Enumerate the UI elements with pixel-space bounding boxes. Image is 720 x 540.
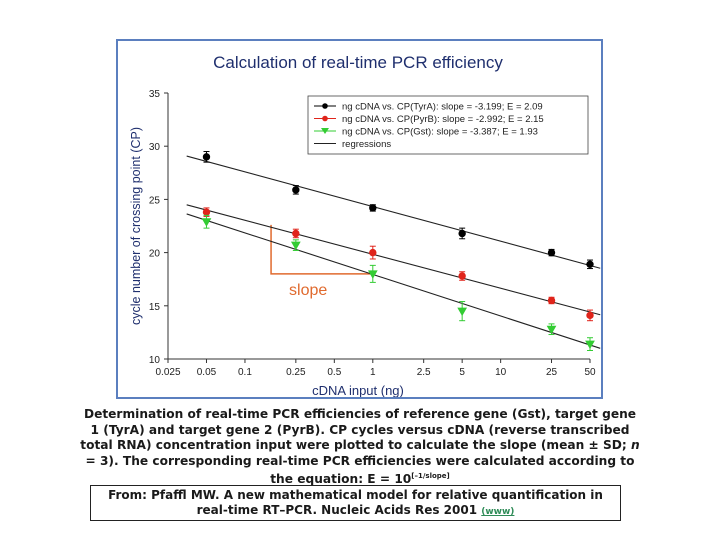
- x-tick-label: 0.1: [238, 367, 252, 378]
- legend-marker: [322, 103, 328, 109]
- regression-line-2: [186, 204, 601, 316]
- citation-box: From: Pfaffl MW. A new mathematical mode…: [90, 485, 621, 521]
- y-tick-label: 35: [149, 89, 161, 100]
- data-point-series-1: [547, 248, 556, 257]
- chart-title: Calculation of real-time PCR efficiency: [213, 53, 503, 72]
- y-tick-label: 25: [149, 195, 161, 206]
- citation-text: From: Pfaffl MW. A new mathematical mode…: [108, 488, 603, 517]
- x-tick-label: 10: [495, 367, 507, 378]
- data-point-series-3: [290, 241, 301, 251]
- legend-entry: ng cDNA vs. CP(PyrB): slope = -2.992; E …: [342, 114, 544, 125]
- x-tick-label: 0.25: [286, 367, 306, 378]
- legend-box: [307, 95, 589, 155]
- data-point-series-3: [585, 340, 595, 350]
- data-point-series-2: [202, 208, 211, 216]
- legend-entry: ng cDNA vs. CP(Gst): slope = -3.387; E =…: [342, 127, 538, 138]
- data-point-series-1: [458, 229, 466, 238]
- x-tick-label: 25: [546, 367, 558, 378]
- data-point-series-3: [457, 307, 468, 317]
- data-point-series-2: [369, 248, 377, 257]
- legend-marker: [322, 115, 328, 122]
- data-point-series-3: [546, 325, 557, 335]
- data-point-series-2: [458, 272, 466, 280]
- slope-annotation: slope: [289, 282, 327, 299]
- figure-caption: Determination of real-time PCR efficienc…: [80, 407, 640, 488]
- data-point-series-2: [547, 296, 556, 305]
- x-tick-label: 0.05: [197, 367, 217, 378]
- pcr-efficiency-chart: Calculation of real-time PCR efficiency 1…: [129, 53, 601, 397]
- x-tick-label: 1: [370, 367, 376, 378]
- y-tick-label: 20: [149, 249, 161, 260]
- x-tick-label: 0.025: [155, 367, 180, 378]
- data-point-series-1: [202, 153, 211, 161]
- y-axis-label: cycle number of crossing point (CP): [129, 127, 143, 325]
- citation-link[interactable]: (www): [481, 507, 515, 517]
- slope-triangle: [270, 224, 373, 275]
- regression-line-3: [186, 213, 601, 349]
- y-tick-label: 30: [149, 142, 161, 153]
- data-point-series-1: [292, 186, 300, 194]
- y-tick-label: 15: [149, 302, 161, 313]
- caption-exponent: [–1/slope]: [411, 472, 450, 480]
- caption-n: n: [631, 438, 640, 452]
- regression-line-1: [186, 155, 601, 269]
- caption-text-2: = 3). The corresponding real-time PCR ef…: [85, 453, 635, 487]
- legend-entry: ng cDNA vs. CP(TyrA): slope = -3.199; E …: [342, 102, 543, 113]
- legend-marker: [321, 128, 329, 134]
- figure-frame: Calculation of real-time PCR efficiency 1…: [116, 39, 603, 399]
- x-tick-label: 50: [584, 367, 596, 378]
- caption-text: Determination of real-time PCR efficienc…: [80, 407, 637, 452]
- data-point-series-2: [292, 229, 300, 238]
- legend-entry: regressions: [342, 139, 391, 150]
- data-point-series-3: [201, 218, 212, 227]
- x-tick-label: 0.5: [327, 367, 341, 378]
- data-point-series-3: [367, 270, 378, 279]
- data-point-series-1: [369, 204, 377, 212]
- data-point-series-2: [586, 311, 594, 320]
- x-tick-label: 5: [459, 367, 465, 378]
- x-tick-label: 2.5: [417, 367, 431, 378]
- data-point-series-1: [586, 260, 594, 269]
- x-axis-label: cDNA input (ng): [312, 383, 404, 397]
- y-tick-label: 10: [149, 355, 161, 366]
